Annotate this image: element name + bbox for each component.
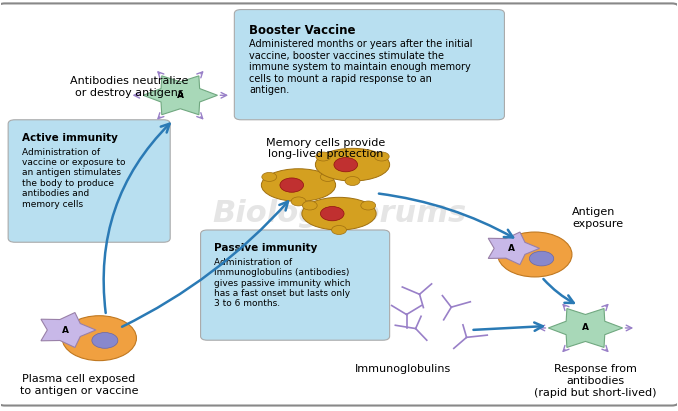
- Text: A: A: [177, 91, 184, 100]
- Text: Response from
antibodies
(rapid but short-lived): Response from antibodies (rapid but shor…: [534, 365, 657, 397]
- FancyBboxPatch shape: [8, 120, 170, 242]
- Text: Memory cells provide
long-lived protection: Memory cells provide long-lived protecti…: [266, 138, 385, 159]
- FancyBboxPatch shape: [235, 9, 504, 120]
- Circle shape: [530, 251, 554, 266]
- Polygon shape: [41, 312, 96, 347]
- Text: Antibodies neutralize
or destroy antigens: Antibodies neutralize or destroy antigen…: [71, 76, 189, 98]
- Circle shape: [345, 176, 360, 185]
- Text: Booster Vaccine: Booster Vaccine: [250, 24, 356, 37]
- Text: A: A: [62, 326, 69, 335]
- Text: A: A: [582, 323, 589, 332]
- Text: Passive immunity: Passive immunity: [214, 243, 317, 253]
- Circle shape: [262, 173, 277, 181]
- Text: Plasma cell exposed
to antigen or vaccine: Plasma cell exposed to antigen or vaccin…: [20, 374, 138, 396]
- Circle shape: [320, 173, 335, 181]
- Text: Administration of
immunoglobulins (antibodies)
gives passive immunity which
has : Administration of immunoglobulins (antib…: [214, 258, 351, 308]
- Circle shape: [361, 201, 376, 210]
- Text: BiologyForums: BiologyForums: [212, 199, 466, 228]
- FancyBboxPatch shape: [201, 230, 390, 340]
- Circle shape: [62, 316, 136, 360]
- Circle shape: [92, 332, 118, 348]
- Polygon shape: [143, 76, 218, 115]
- Circle shape: [334, 157, 357, 172]
- FancyBboxPatch shape: [0, 3, 678, 406]
- Circle shape: [374, 152, 389, 161]
- Circle shape: [316, 152, 331, 161]
- Circle shape: [302, 201, 317, 210]
- Text: A: A: [508, 244, 515, 253]
- Text: Antigen
exposure: Antigen exposure: [572, 207, 623, 229]
- Circle shape: [332, 226, 346, 235]
- Circle shape: [321, 206, 344, 221]
- Ellipse shape: [315, 148, 390, 181]
- Circle shape: [291, 197, 306, 206]
- Text: Immunoglobulins: Immunoglobulins: [355, 364, 452, 374]
- Ellipse shape: [302, 197, 376, 230]
- Ellipse shape: [261, 169, 336, 201]
- Polygon shape: [549, 309, 622, 347]
- Text: Administered months or years after the initial
vaccine, booster vaccines stimula: Administered months or years after the i…: [250, 39, 473, 95]
- Circle shape: [498, 232, 572, 277]
- Text: Active immunity: Active immunity: [22, 133, 117, 143]
- Polygon shape: [488, 232, 540, 265]
- Circle shape: [280, 178, 304, 192]
- Text: Administration of
vaccine or exposure to
an antigen stimulates
the body to produ: Administration of vaccine or exposure to…: [22, 148, 125, 208]
